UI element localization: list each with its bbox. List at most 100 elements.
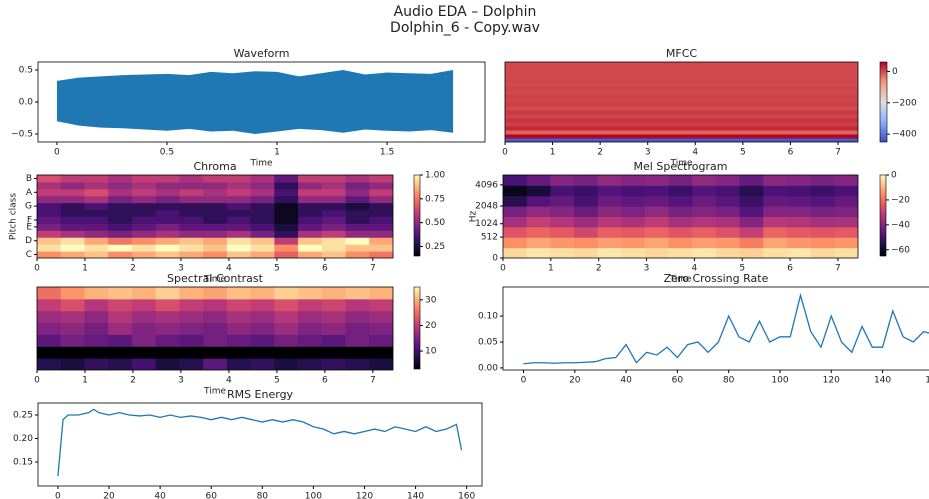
x-tick-label: 140 — [407, 492, 424, 499]
heatmap-cell — [369, 202, 393, 211]
heatmap-cell — [84, 287, 109, 300]
heatmap-cell — [597, 195, 622, 207]
heatmap-cell — [274, 202, 299, 211]
heatmap-cell — [274, 216, 299, 224]
x-tick-label: 0 — [34, 264, 40, 274]
heatmap-cell — [131, 244, 157, 252]
heatmap-cell — [716, 195, 741, 207]
heatmap-cell — [645, 247, 670, 258]
heatmap-cell — [131, 310, 157, 324]
heatmap-cell — [60, 230, 85, 238]
colorbar-tick-label: −40 — [891, 220, 910, 230]
heatmap-cell — [131, 358, 157, 370]
heatmap-cell — [179, 334, 204, 347]
heatmap-cell — [298, 298, 323, 312]
heatmap-cell — [645, 206, 670, 217]
heatmap-cell — [321, 237, 347, 245]
x-axis-label: Time — [249, 159, 272, 169]
heatmap-cell — [739, 175, 764, 186]
heatmap-cell — [60, 202, 85, 211]
heatmap-cell — [155, 202, 180, 211]
heatmap-cell — [787, 175, 812, 186]
heatmap-cell — [37, 188, 62, 197]
heatmap-cell — [321, 195, 347, 204]
heatmap-cell — [574, 226, 599, 238]
heatmap-cell — [131, 298, 157, 312]
heatmap-cell — [505, 86, 858, 91]
heatmap-cell — [131, 216, 157, 224]
heatmap-cell — [787, 185, 812, 197]
heatmap-cell — [84, 188, 109, 197]
heatmap-cell — [155, 223, 180, 231]
heatmap-cell — [321, 244, 347, 252]
heatmap-cell — [155, 287, 180, 300]
heatmap-cell — [345, 202, 370, 211]
heatmap-cell — [321, 181, 347, 190]
heatmap-cell — [621, 247, 646, 258]
y-tick-label: C — [26, 250, 32, 260]
y-tick-label: D — [25, 236, 32, 246]
y-axis-label: Pitch class — [9, 193, 19, 240]
heatmap-cell — [179, 175, 204, 183]
heatmap-cell — [37, 230, 62, 238]
heatmap-cell — [716, 206, 741, 217]
heatmap-cell — [834, 216, 858, 228]
heatmap-cell — [274, 175, 299, 183]
heatmap-cell — [298, 346, 323, 359]
heatmap-cell — [298, 322, 323, 335]
heatmap-cell — [345, 181, 370, 190]
heatmap-cell — [621, 206, 646, 217]
heatmap-cell — [274, 322, 299, 335]
heatmap-cell — [645, 237, 670, 249]
heatmap-cell — [505, 134, 858, 139]
heatmap-cell — [298, 230, 323, 238]
heatmap-cell — [131, 230, 157, 238]
heatmap-cell — [131, 181, 157, 190]
subplot: Mel Spectrogram 0 1 2 3 4 5 6 7 0 512 1024 2048 4096 T… — [469, 160, 911, 285]
heatmap-cell — [369, 346, 393, 359]
heatmap-cell — [526, 195, 551, 207]
heatmap-cell — [84, 202, 109, 211]
subplot: MFCC 0 1 2 3 4 5 6 7 Time −400 −200 0 — [502, 47, 917, 169]
heatmap-cell — [250, 322, 275, 335]
heatmap-cell — [739, 237, 764, 249]
heatmap-cell — [739, 247, 764, 258]
heatmap-cell — [550, 216, 575, 228]
heatmap-cell — [37, 287, 62, 300]
heatmap-cell — [274, 298, 299, 312]
heatmap-cell — [597, 206, 622, 217]
heatmap-cell — [692, 216, 717, 228]
x-tick-label: 7 — [835, 264, 841, 274]
heatmap-cell — [37, 237, 62, 245]
heatmap-cell — [526, 216, 551, 228]
heatmap-cell — [505, 106, 858, 111]
colorbar-tick-label: 0 — [891, 171, 897, 181]
x-tick-label: 140 — [874, 376, 891, 386]
x-axis-label: Time — [668, 275, 691, 285]
heatmap-cell — [108, 175, 133, 183]
line — [57, 408, 463, 477]
heatmap-cell — [369, 195, 393, 204]
heatmap-cell — [597, 226, 622, 238]
heatmap-cell — [203, 310, 228, 324]
heatmap-cell — [505, 70, 858, 75]
x-tick-label: 160 — [925, 376, 929, 386]
heatmap-cell — [739, 195, 764, 207]
heatmap-cell — [345, 195, 370, 204]
heatmap-cell — [274, 230, 299, 238]
x-tick-label: 80 — [257, 492, 269, 499]
y-tick-label: 0.00 — [478, 363, 498, 373]
colorbar-tick-label: −200 — [892, 98, 917, 108]
heatmap-cell — [505, 138, 858, 142]
x-tick-label: 6 — [322, 376, 328, 386]
heatmap-cell — [60, 244, 85, 252]
heatmap-cell — [37, 322, 62, 335]
heatmap-cell — [503, 226, 528, 238]
x-tick-label: 5 — [740, 148, 746, 158]
heatmap-cell — [179, 209, 204, 217]
heatmap-cell — [668, 247, 693, 258]
heatmap-cell — [203, 195, 228, 204]
heatmap-cell — [550, 206, 575, 217]
x-tick-label: 4 — [692, 264, 698, 274]
